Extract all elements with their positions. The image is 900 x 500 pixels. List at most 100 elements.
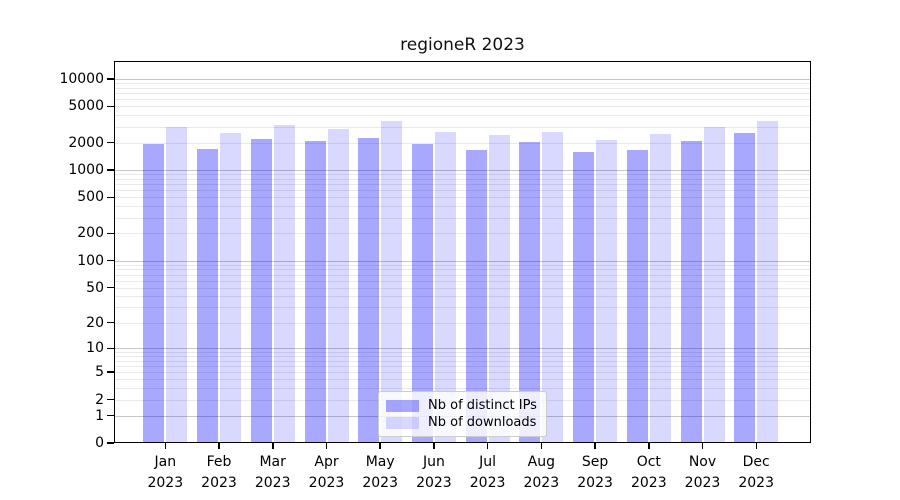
y-tick-mark <box>107 259 114 262</box>
y-tick-mark <box>107 286 114 289</box>
gridline-minor <box>114 206 811 208</box>
x-tick-mark <box>272 443 274 449</box>
bar-nb-of-downloads <box>273 125 295 443</box>
legend-swatch-downloads <box>386 416 419 429</box>
y-tick-mark <box>107 371 114 373</box>
y-tick-mark <box>107 347 114 349</box>
bar-nb-of-downloads <box>757 120 779 443</box>
y-tick-mark <box>107 321 114 324</box>
x-tick-label: Dec 2023 <box>738 454 774 491</box>
legend-label-distinct-ips: Nb of distinct IPs <box>428 398 537 413</box>
y-tick-label: 500 <box>77 189 104 206</box>
bar-nb-of-distinct-ips <box>304 140 326 443</box>
gridline-minor <box>114 126 811 128</box>
gridline-minor <box>114 274 811 276</box>
y-tick-label: 10 <box>86 340 104 357</box>
y-tick-label: 2000 <box>68 134 104 151</box>
x-tick-mark <box>540 443 543 449</box>
gridline-minor <box>114 115 811 117</box>
x-tick-label: Oct 2023 <box>630 454 667 491</box>
y-tick-label: 10000 <box>59 71 104 87</box>
y-tick-mark <box>107 398 114 401</box>
bar-nb-of-distinct-ips <box>734 133 756 443</box>
bar-nb-of-downloads <box>166 127 188 443</box>
gridline-minor <box>114 356 811 358</box>
bar-nb-of-distinct-ips <box>250 138 272 443</box>
gridline-minor <box>114 174 811 176</box>
x-tick-label: May 2023 <box>362 454 398 491</box>
x-tick-mark <box>486 443 489 449</box>
y-tick-label: 100 <box>77 252 104 269</box>
plot-area: Nb of distinct IPs Nb of downloads <box>114 61 811 443</box>
gridline-minor <box>114 287 811 289</box>
x-tick-mark <box>701 443 704 449</box>
gridline-major <box>114 260 811 262</box>
gridline-minor <box>114 99 811 101</box>
bar-nb-of-downloads <box>703 127 725 443</box>
gridline-minor <box>114 190 811 192</box>
gridline-minor <box>114 184 811 185</box>
x-tick-mark <box>433 443 435 449</box>
y-tick-mark <box>107 169 114 171</box>
y-tick-label: 1000 <box>68 162 104 178</box>
bar-nb-of-downloads <box>327 128 349 443</box>
gridline-minor <box>114 360 811 362</box>
bar-nb-of-distinct-ips <box>573 152 595 443</box>
y-tick-label: 1 <box>95 407 104 424</box>
x-tick-label: Jan 2023 <box>147 454 184 491</box>
bar-nb-of-distinct-ips <box>680 140 702 443</box>
gridline-minor <box>114 217 811 219</box>
gridline-minor <box>114 93 811 95</box>
gridline-minor <box>114 379 811 381</box>
gridline-minor <box>114 388 811 390</box>
y-tick-label: 50 <box>86 279 104 296</box>
gridline-major <box>114 348 811 350</box>
bar-nb-of-downloads <box>220 132 241 443</box>
gridline-minor <box>114 142 811 144</box>
x-tick-mark <box>218 443 220 449</box>
gridline-minor <box>114 280 811 282</box>
gridline-minor <box>114 197 811 199</box>
bar-nb-of-distinct-ips <box>465 149 487 443</box>
bar-nb-of-downloads <box>596 139 618 443</box>
gridline-minor <box>114 264 811 266</box>
bar-nb-of-downloads <box>434 132 456 443</box>
x-tick-label: Sep 2023 <box>577 454 613 491</box>
gridline-minor <box>114 372 811 374</box>
y-tick-label: 5 <box>95 364 104 381</box>
bar-nb-of-distinct-ips <box>358 137 380 443</box>
bar-nb-of-distinct-ips <box>519 142 541 443</box>
x-tick-label: Jun 2023 <box>416 454 452 491</box>
bar-nb-of-downloads <box>381 121 403 443</box>
x-tick-label: Jul 2023 <box>469 454 506 491</box>
x-tick-mark <box>594 443 596 449</box>
y-tick-mark <box>107 442 114 444</box>
x-tick-mark <box>648 443 650 449</box>
y-tick-mark <box>107 141 114 144</box>
x-tick-mark <box>755 443 757 449</box>
x-tick-label: Nov 2023 <box>684 454 721 491</box>
x-tick-label: Aug 2023 <box>523 454 560 491</box>
gridline-minor <box>114 322 811 324</box>
legend: Nb of distinct IPs Nb of downloads <box>378 391 547 437</box>
x-tick-label: Apr 2023 <box>308 454 345 491</box>
gridline-minor <box>114 106 811 108</box>
y-tick-label: 0 <box>95 435 104 451</box>
bar-nb-of-distinct-ips <box>411 144 433 443</box>
x-tick-mark <box>379 443 381 449</box>
y-tick-label: 5000 <box>68 98 104 115</box>
y-tick-label: 2 <box>95 391 104 408</box>
bar-nb-of-distinct-ips <box>143 144 165 443</box>
y-tick-mark <box>107 232 114 235</box>
x-tick-mark <box>325 443 328 449</box>
x-tick-mark <box>164 443 167 449</box>
gridline-minor <box>114 366 811 368</box>
gridline-minor <box>114 233 811 235</box>
legend-item-downloads: Nb of downloads <box>386 414 537 431</box>
gridline-major <box>114 79 811 80</box>
chart-title: regioneR 2023 <box>400 35 525 55</box>
gridline-major <box>114 170 811 171</box>
x-tick-label: Feb 2023 <box>201 454 237 491</box>
y-tick-mark <box>107 196 114 199</box>
